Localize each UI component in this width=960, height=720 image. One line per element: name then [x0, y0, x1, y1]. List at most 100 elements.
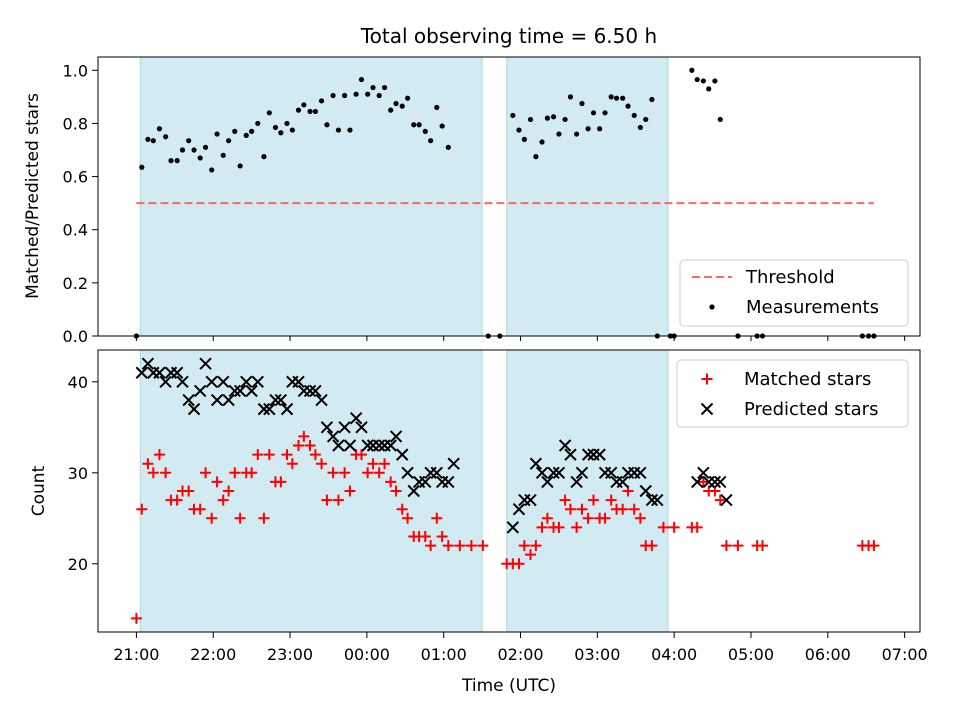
measurement-point-59 [521, 136, 527, 142]
measurement-point-79 [637, 124, 643, 131]
measurement-point-57 [510, 112, 516, 119]
measurement-point-68 [574, 131, 580, 137]
measurement-point-33 [324, 122, 330, 128]
matched-star-point-3 [147, 467, 159, 479]
measurement-point-24 [272, 124, 279, 131]
measurement-point-18 [237, 163, 243, 169]
predicted-star-point-85 [714, 475, 727, 489]
predicted-star-point-86 [720, 493, 733, 507]
predicted-star-point-45 [396, 448, 409, 461]
measurement-point-43 [381, 84, 388, 91]
matched-star-point-91 [714, 494, 726, 506]
matched-star-point-35 [332, 494, 344, 506]
measurement-point-28 [295, 107, 302, 113]
top-legend: Threshold Measurements [679, 259, 909, 327]
matched-star-point-54 [442, 540, 454, 552]
predicted-star-point-74 [616, 475, 629, 489]
predicted-star-point-34 [332, 439, 345, 452]
matched-star-point-37 [344, 485, 356, 497]
measurement-point-4 [156, 126, 163, 132]
predicted-star-point-49 [419, 475, 432, 489]
predicted-star-point-56 [512, 502, 526, 516]
matched-star-point-43 [379, 458, 391, 470]
predicted-star-point-65 [564, 448, 577, 461]
measurement-point-61 [533, 154, 539, 160]
predicted-star-point-15 [222, 393, 235, 407]
top-axes-frame [97, 56, 921, 337]
matched-star-point-4 [153, 449, 165, 461]
predicted-star-point-10 [193, 384, 207, 398]
measurement-point-65 [556, 131, 562, 137]
bottom-legend-box [676, 359, 909, 428]
x-tick-label-9: 06:00 [805, 645, 851, 664]
measurement-point-58 [516, 127, 522, 133]
matched-star-point-63 [530, 540, 542, 552]
predicted-star-point-64 [558, 439, 572, 452]
measurement-point-31 [312, 108, 319, 115]
predicted-star-point-39 [361, 439, 374, 452]
measurement-point-20 [249, 128, 255, 134]
matched-star-point-57 [477, 540, 489, 552]
measurement-point-6 [168, 158, 174, 164]
predicted-star-point-68 [581, 448, 595, 461]
predicted-star-point-24 [274, 393, 288, 407]
measurement-point-63 [544, 115, 551, 121]
matched-star-point-51 [425, 540, 437, 552]
measurement-point-5 [163, 134, 169, 140]
measurement-point-16 [225, 138, 232, 144]
predicted-star-point-30 [309, 384, 322, 398]
predicted-star-point-84 [708, 475, 722, 489]
measurement-point-73 [602, 110, 608, 116]
predicted-star-point-62 [547, 466, 560, 480]
matched-star-point-75 [599, 512, 611, 524]
matched-star-point-50 [419, 530, 431, 542]
predicted-star-point-33 [326, 430, 340, 443]
measurement-point-81 [649, 96, 655, 103]
measurement-point-71 [590, 110, 597, 116]
x-tick-label-8: 05:00 [728, 645, 774, 664]
top-shaded-interval-0 [139, 56, 483, 337]
measurement-point-25 [278, 130, 284, 136]
bottom-y-tick-label-1: 30 [68, 464, 88, 483]
top-shaded-intervals [139, 56, 669, 337]
measurement-point-8 [179, 147, 186, 153]
x-tick-label-7: 04:00 [651, 645, 697, 664]
measurement-point-88 [706, 86, 712, 92]
measurement-point-86 [694, 76, 700, 83]
predicted-star-point-0 [135, 366, 148, 379]
measurement-point-78 [631, 112, 637, 119]
measurement-point-75 [613, 95, 620, 101]
bottom-shaded-interval-1 [506, 349, 669, 633]
predicted-star-point-18 [240, 375, 253, 389]
predicted-star-point-59 [529, 457, 543, 470]
matched-star-point-62 [525, 549, 537, 561]
legend-measurements-swatch [709, 304, 715, 310]
top-x-ticks [135, 336, 906, 341]
measurement-point-54 [445, 144, 451, 150]
predicted-star-point-14 [217, 375, 230, 389]
predicted-star-point-21 [257, 402, 271, 416]
matched-star-point-39 [356, 449, 368, 461]
matched-star-point-55 [454, 540, 466, 552]
measurement-point-44 [388, 107, 394, 113]
top-y-ticks: 0.0 0.2 0.4 0.6 0.8 1.0 [63, 61, 98, 346]
measurement-point-2 [145, 136, 151, 142]
matched-star-point-30 [304, 440, 316, 452]
measurement-point-87 [700, 78, 706, 84]
measurement-point-62 [539, 139, 545, 145]
matched-star-point-40 [362, 467, 374, 479]
predicted-star-point-78 [639, 484, 652, 498]
measurement-point-66 [562, 116, 568, 123]
measurement-point-9 [186, 138, 192, 144]
matched-star-point-53 [436, 530, 448, 542]
bottom-x-ticks: 21:00 22:00 23:00 00:00 01:00 02:00 03:00 04:00… [113, 632, 928, 664]
measurement-point-42 [376, 92, 382, 99]
legend-predicted-swatch [700, 402, 714, 416]
bottom-y-tick-label-0: 20 [68, 555, 88, 574]
measurement-point-14 [214, 131, 220, 137]
predicted-star-point-58 [524, 493, 537, 507]
matched-star-point-33 [321, 494, 333, 506]
matched-star-point-16 [223, 485, 235, 497]
measurement-point-32 [318, 98, 325, 104]
